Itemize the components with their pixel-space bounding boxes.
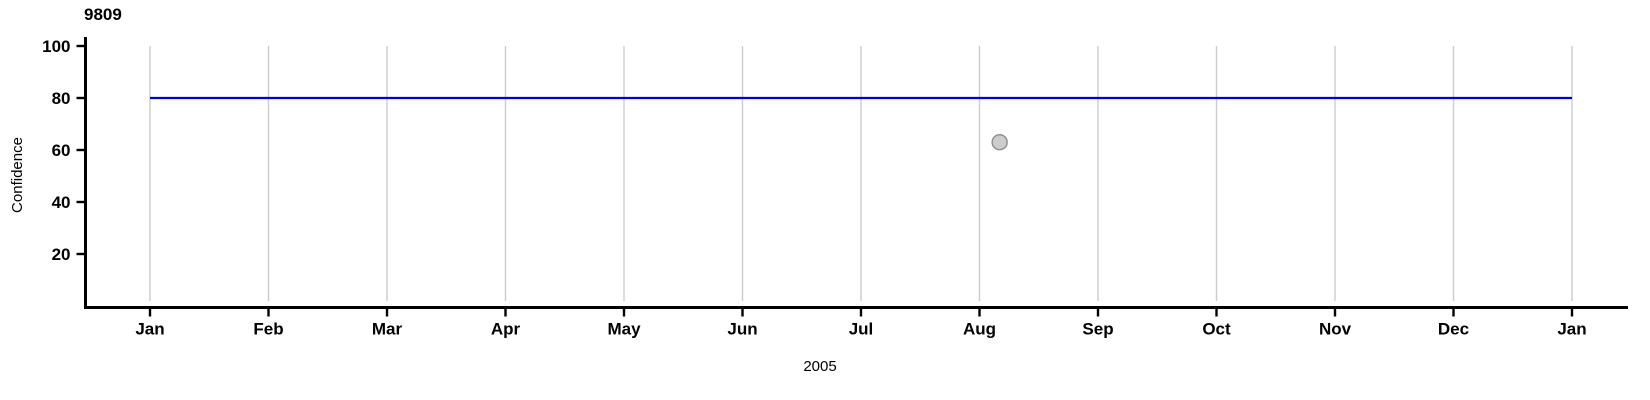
x-tick-label-apr-3: Apr	[491, 320, 521, 339]
y-tick-label-40: 40	[52, 193, 71, 212]
chart-title: 9809	[84, 5, 122, 24]
x-tick-label-jan-0: Jan	[135, 320, 164, 339]
x-tick-label-dec-11: Dec	[1438, 320, 1469, 339]
x-tick-label-oct-9: Oct	[1202, 320, 1231, 339]
x-tick-label-jan-12: Jan	[1557, 320, 1586, 339]
x-tick-label-mar-2: Mar	[372, 320, 403, 339]
x-tick-label-nov-10: Nov	[1319, 320, 1352, 339]
gridlines	[149, 46, 1573, 301]
x-axis-title: 2005	[803, 358, 836, 375]
y-tick-label-60: 60	[52, 141, 71, 160]
y-tick-label-100: 100	[42, 37, 70, 56]
data-points-series	[991, 133, 1008, 151]
x-tick-label-sep-8: Sep	[1082, 320, 1113, 339]
y-tick-label-20: 20	[52, 245, 71, 264]
y-axis-ticks: 20 40 60 80 100	[42, 37, 86, 264]
x-axis-ticks: Jan Feb Mar Apr May Jun Jul Aug Sep Oct Nov Dec Jan	[135, 307, 1587, 339]
x-tick-label-feb-1: Feb	[253, 320, 283, 339]
x-tick-label-jul-6: Jul	[849, 320, 874, 339]
x-tick-label-jun-5: Jun	[727, 320, 757, 339]
y-axis-title: Confidence	[9, 137, 26, 213]
y-tick-label-80: 80	[52, 89, 71, 108]
x-tick-label-may-4: May	[607, 320, 641, 339]
data-point-0[interactable]	[991, 133, 1008, 151]
x-tick-label-aug-7: Aug	[963, 320, 996, 339]
